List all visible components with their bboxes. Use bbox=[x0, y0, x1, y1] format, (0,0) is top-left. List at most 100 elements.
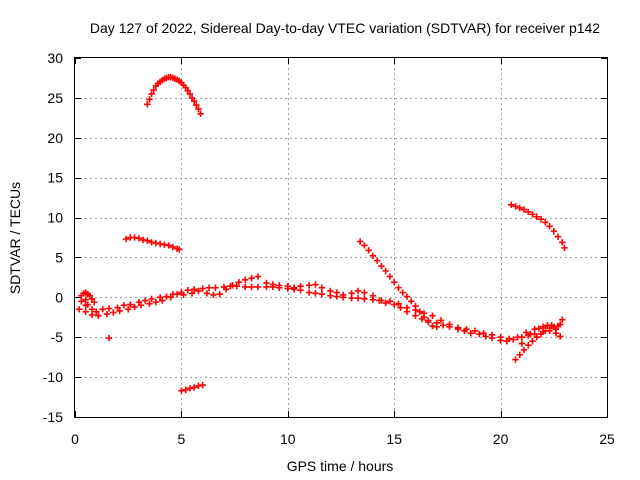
y-tick-label: 5 bbox=[55, 249, 63, 265]
data-point bbox=[305, 289, 313, 296]
x-tick-label: 10 bbox=[280, 431, 296, 447]
series-short-seg-lower bbox=[178, 381, 206, 394]
series-descending-track-mid bbox=[356, 238, 440, 331]
data-point bbox=[152, 298, 160, 306]
x-tick-label: 5 bbox=[178, 431, 186, 447]
x-tick-label: 20 bbox=[493, 431, 509, 447]
data-point bbox=[488, 331, 496, 339]
data-point bbox=[229, 282, 236, 289]
data-point bbox=[544, 322, 551, 329]
data-point bbox=[182, 386, 189, 394]
data-point bbox=[216, 290, 223, 298]
data-point bbox=[199, 285, 206, 292]
data-point bbox=[284, 282, 291, 290]
data-point bbox=[391, 278, 398, 286]
data-point bbox=[412, 312, 419, 319]
data-point bbox=[420, 314, 428, 321]
data-point bbox=[333, 289, 340, 296]
y-tick-label: -10 bbox=[43, 369, 63, 385]
data-point bbox=[176, 246, 183, 253]
data-point bbox=[125, 306, 132, 313]
data-point bbox=[533, 213, 540, 220]
data-point bbox=[184, 286, 191, 294]
data-point bbox=[467, 330, 475, 337]
data-point bbox=[103, 310, 111, 318]
data-point bbox=[446, 321, 453, 328]
data-point bbox=[386, 298, 394, 305]
data-point bbox=[554, 233, 562, 240]
data-point bbox=[110, 309, 117, 316]
data-point bbox=[382, 299, 389, 307]
data-point bbox=[403, 293, 411, 300]
series-outlier bbox=[105, 334, 113, 342]
series-early-spike bbox=[78, 289, 98, 308]
data-point bbox=[539, 323, 547, 331]
data-point bbox=[190, 97, 198, 105]
x-tick-label: 15 bbox=[386, 431, 402, 447]
data-point bbox=[88, 306, 96, 313]
data-point bbox=[527, 330, 534, 338]
x-tick-label: 25 bbox=[599, 431, 615, 447]
data-point bbox=[425, 318, 432, 326]
data-point bbox=[512, 356, 519, 363]
data-point bbox=[120, 302, 128, 309]
data-point bbox=[167, 294, 174, 301]
data-point bbox=[561, 244, 568, 252]
data-point bbox=[537, 215, 545, 223]
data-point bbox=[369, 292, 377, 299]
data-point bbox=[497, 334, 504, 341]
data-point bbox=[82, 308, 89, 315]
data-point bbox=[354, 294, 362, 302]
data-point bbox=[403, 304, 411, 311]
data-point bbox=[508, 201, 515, 208]
data-point bbox=[437, 317, 445, 324]
data-point bbox=[556, 333, 564, 340]
data-point bbox=[195, 105, 202, 113]
data-point bbox=[269, 281, 277, 288]
data-point bbox=[516, 204, 523, 212]
data-point bbox=[254, 283, 262, 291]
data-point bbox=[146, 300, 153, 307]
data-point bbox=[276, 282, 283, 289]
data-point bbox=[529, 338, 536, 345]
data-point bbox=[116, 307, 123, 315]
data-point bbox=[142, 297, 149, 304]
x-tick-labels: 0 5 10 15 20 25 bbox=[71, 431, 615, 447]
data-point bbox=[520, 206, 528, 213]
data-point bbox=[542, 219, 549, 226]
data-points bbox=[76, 73, 568, 394]
data-point bbox=[552, 330, 560, 337]
data-point bbox=[378, 297, 385, 304]
data-point bbox=[76, 306, 83, 313]
data-point bbox=[305, 282, 313, 289]
data-point bbox=[242, 283, 249, 291]
data-point bbox=[290, 284, 298, 291]
data-point bbox=[312, 281, 319, 288]
y-tick-label: -5 bbox=[51, 329, 64, 345]
data-point bbox=[361, 242, 368, 249]
chart-title: Day 127 of 2022, Sidereal Day-to-day VTE… bbox=[90, 20, 600, 36]
series-arc-top bbox=[144, 73, 204, 118]
data-point bbox=[412, 302, 419, 310]
series-short-seg-upper-left bbox=[122, 234, 183, 253]
data-point bbox=[199, 381, 206, 389]
data-point bbox=[416, 308, 423, 315]
data-point bbox=[395, 300, 402, 307]
data-point bbox=[205, 284, 213, 291]
data-point bbox=[395, 284, 402, 291]
data-point bbox=[382, 267, 389, 275]
axis-ticks bbox=[75, 58, 608, 418]
data-point bbox=[439, 322, 447, 329]
data-point bbox=[137, 302, 145, 309]
data-point bbox=[463, 326, 470, 333]
data-point bbox=[397, 304, 404, 311]
data-point bbox=[471, 327, 479, 335]
data-point bbox=[193, 101, 200, 109]
data-point bbox=[82, 296, 89, 303]
data-point bbox=[550, 227, 557, 235]
y-tick-label: 20 bbox=[47, 130, 63, 146]
data-point bbox=[78, 298, 85, 305]
data-point bbox=[525, 342, 532, 349]
data-point bbox=[529, 211, 536, 218]
